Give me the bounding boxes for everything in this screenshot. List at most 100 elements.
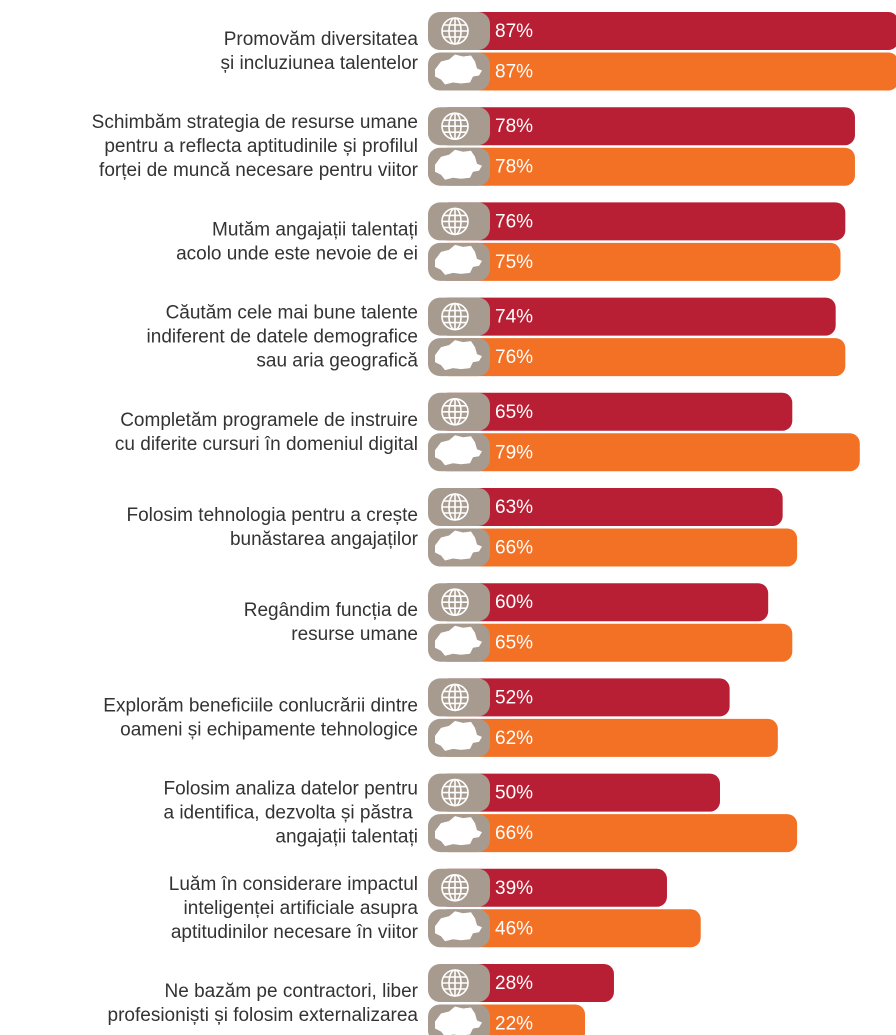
value-label: 87%	[495, 21, 533, 42]
globe-icon	[441, 17, 469, 45]
category-line: indiferent de datele demografice	[147, 327, 418, 348]
category-line: Luăm în considerare impactul	[169, 874, 418, 895]
category-line: sau aria geografică	[256, 351, 418, 372]
bar	[438, 392, 793, 431]
value-label: 66%	[495, 538, 533, 559]
map-icon	[435, 1006, 482, 1035]
category-label: Regândim funcția de resurse umane	[244, 600, 418, 645]
map-icon	[435, 816, 482, 847]
bar	[438, 868, 667, 907]
value-label: 78%	[495, 157, 533, 178]
bar	[438, 202, 846, 241]
category-line: Regândim funcția de	[244, 600, 418, 621]
map-icon	[435, 340, 482, 371]
category-label: Mutăm angajații talentați acolo unde este…	[176, 219, 418, 264]
category-line: Completăm programele de instruire	[120, 410, 418, 431]
category-label: Folosim tehnologia pentru a crește bunăst…	[127, 505, 419, 550]
map-icon	[435, 149, 482, 180]
bar	[438, 297, 836, 336]
category-line: Promovăm diversitatea	[224, 29, 419, 50]
category-line: Schimbăm strategia de resurse umane	[92, 112, 418, 133]
category-line: Explorăm beneficiile conlucrării dintre	[103, 695, 418, 716]
value-label: 74%	[495, 307, 533, 328]
bar	[438, 583, 769, 622]
bar	[438, 488, 783, 526]
bar	[438, 52, 896, 91]
value-label: 76%	[495, 211, 533, 232]
value-label: 60%	[495, 592, 533, 613]
value-label: 46%	[495, 918, 533, 939]
category-line: a identifica, dezvolta și păstra	[163, 803, 418, 824]
value-label: 63%	[495, 497, 533, 518]
value-label: 65%	[495, 633, 533, 654]
map-icon	[435, 911, 482, 942]
category-line: și incluziunea talentelor	[220, 53, 418, 74]
category-label: Folosim analiza datelor pentru a identifi…	[163, 779, 418, 848]
bar	[438, 678, 730, 717]
bar	[438, 242, 841, 281]
globe-icon	[441, 302, 469, 331]
bar	[438, 814, 798, 853]
globe-icon	[441, 873, 469, 902]
category-label: Căutăm cele mai bune talente indiferent d…	[147, 303, 419, 372]
category-label: Explorăm beneficiile conlucrării dintre o…	[103, 695, 418, 740]
value-label: 50%	[495, 783, 533, 804]
category-line: resurse umane	[291, 624, 418, 645]
value-label: 52%	[495, 687, 533, 708]
bar	[438, 773, 720, 812]
category-line: Ne bazăm pe contractori, liber	[165, 981, 419, 1002]
value-label: 65%	[495, 402, 533, 423]
bar	[438, 12, 896, 50]
bar	[438, 338, 846, 377]
bar	[438, 909, 701, 948]
map-icon	[435, 720, 482, 751]
category-line: acolo unde este nevoie de ei	[176, 243, 418, 264]
category-line: Mutăm angajații talentați	[212, 219, 418, 240]
globe-icon	[441, 588, 469, 617]
category-line: bunăstarea angajaților	[230, 529, 419, 550]
category-line: profesioniști și folosim externalizarea	[108, 1005, 419, 1026]
category-line: angajații talentați	[275, 827, 418, 848]
globe-icon	[441, 778, 469, 807]
category-line: Căutăm cele mai bune talente	[166, 303, 418, 324]
category-line: aptitudinilor necesare în viitor	[171, 922, 419, 943]
value-label: 22%	[495, 1014, 533, 1035]
value-label: 62%	[495, 728, 533, 749]
globe-icon	[441, 112, 469, 140]
category-label: Luăm în considerare impactul inteligenței…	[169, 874, 419, 943]
value-label: 39%	[495, 878, 533, 899]
globe-icon	[441, 493, 469, 521]
bar	[438, 623, 793, 662]
map-icon	[435, 435, 482, 466]
bar	[438, 107, 855, 146]
globe-icon	[441, 207, 469, 236]
globe-icon	[441, 969, 469, 997]
category-line: cu diferite cursuri în domeniul digital	[115, 434, 418, 455]
category-line: Folosim tehnologia pentru a crește	[127, 505, 419, 526]
category-line: Folosim analiza datelor pentru	[163, 779, 418, 800]
category-line: forței de muncă necesare pentru viitor	[99, 160, 419, 181]
category-label: Promovăm diversitatea și incluziunea tale…	[220, 29, 418, 74]
bar	[438, 147, 855, 186]
category-label: Ne bazăm pe contractori, liber profesioni…	[108, 981, 419, 1026]
map-icon	[435, 625, 482, 656]
map-icon	[435, 530, 482, 561]
category-line: pentru a reflecta aptitudinile și profil…	[104, 136, 418, 157]
category-line: oameni și echipamente tehnologice	[120, 719, 418, 740]
bar	[438, 528, 798, 567]
value-label: 76%	[495, 347, 533, 368]
bar	[438, 718, 778, 757]
value-label: 75%	[495, 252, 533, 273]
category-label: Schimbăm strategia de resurse umane pentr…	[92, 112, 419, 181]
category-label: Completăm programele de instruire cu dife…	[115, 410, 418, 455]
value-label: 87%	[495, 62, 533, 83]
value-label: 28%	[495, 973, 533, 994]
globe-icon	[441, 397, 469, 426]
value-label: 66%	[495, 823, 533, 844]
value-label: 79%	[495, 442, 533, 463]
globe-icon	[441, 683, 469, 712]
bar	[438, 433, 860, 472]
value-label: 78%	[495, 116, 533, 137]
